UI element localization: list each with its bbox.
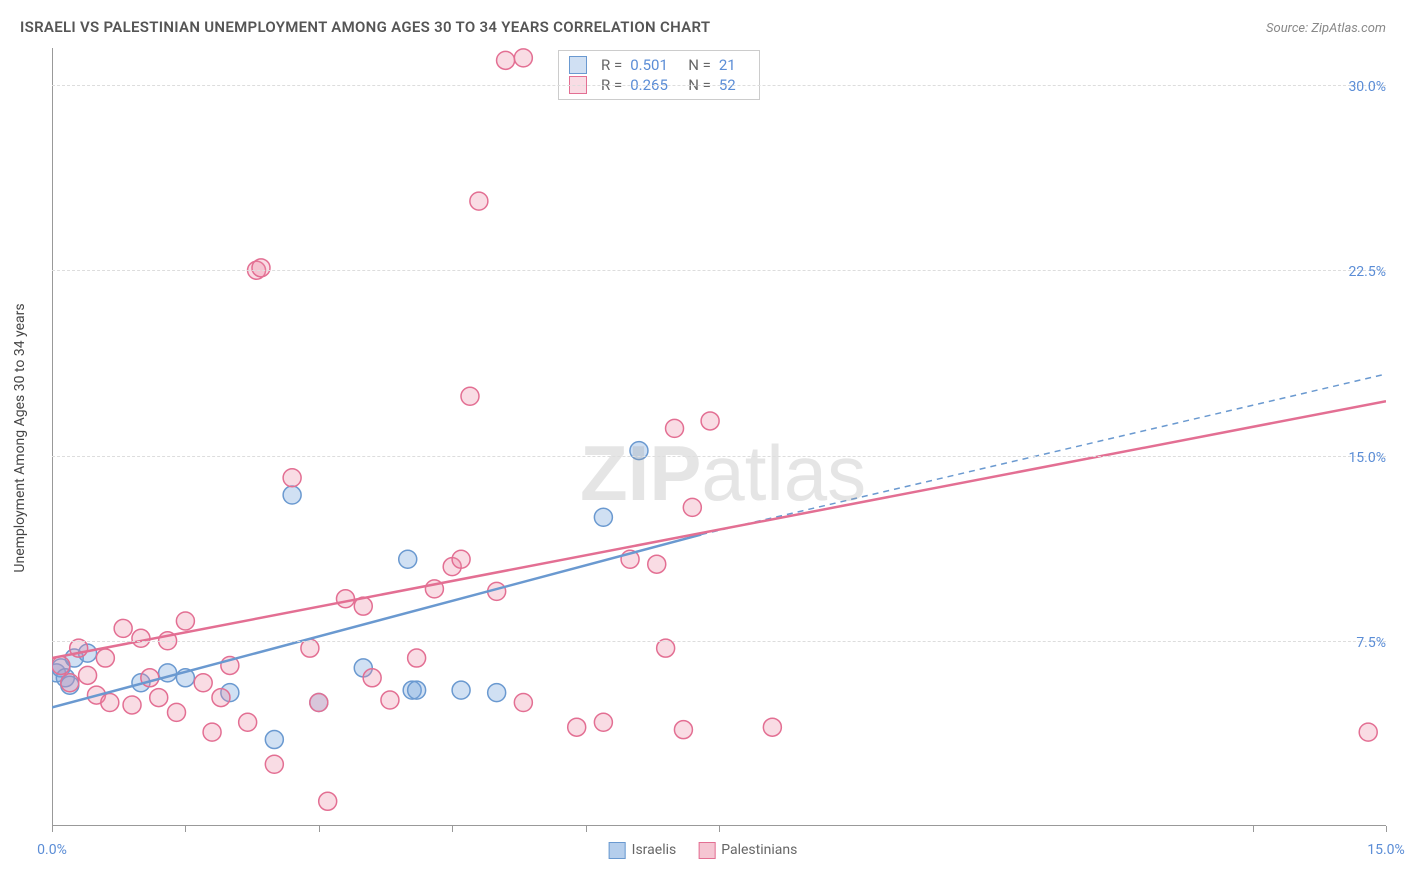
legend-n-label: N = <box>688 56 711 74</box>
y-tick-label: 22.5% <box>1348 264 1386 280</box>
y-tick-label: 30.0% <box>1348 79 1386 95</box>
y-tick-label: 15.0% <box>1348 450 1386 466</box>
data-point <box>194 674 212 692</box>
legend-label: Palestinians <box>721 842 797 858</box>
data-point <box>132 629 150 647</box>
legend-item: Israelis <box>609 842 677 859</box>
x-tick-label: 15.0% <box>1367 842 1405 858</box>
data-point <box>123 696 141 714</box>
legend-r-label: R = <box>601 56 622 74</box>
data-point <box>61 674 79 692</box>
data-point <box>301 639 319 657</box>
data-point <box>594 508 612 526</box>
data-point <box>657 639 675 657</box>
data-point <box>594 713 612 731</box>
data-point <box>470 192 488 210</box>
data-point <box>150 689 168 707</box>
data-point <box>283 486 301 504</box>
legend-n-value: 21 <box>719 56 749 74</box>
grid-line <box>52 456 1386 457</box>
trend-line <box>52 401 1386 658</box>
grid-line <box>52 641 1386 642</box>
data-point <box>461 387 479 405</box>
data-point <box>568 718 586 736</box>
data-point <box>514 694 532 712</box>
data-point <box>408 681 426 699</box>
data-point <box>168 703 186 721</box>
data-point <box>452 681 470 699</box>
data-point <box>666 419 684 437</box>
data-point <box>310 694 328 712</box>
legend-swatch <box>609 842 626 859</box>
data-point <box>176 612 194 630</box>
data-point <box>101 694 119 712</box>
data-point <box>265 731 283 749</box>
legend-item: Palestinians <box>698 842 797 859</box>
data-point <box>239 713 257 731</box>
y-tick-label: 7.5% <box>1356 635 1386 651</box>
data-point <box>283 469 301 487</box>
x-tick <box>1386 826 1387 832</box>
grid-line <box>52 85 1386 86</box>
scatter-plot <box>52 48 1386 826</box>
data-point <box>683 498 701 516</box>
chart-area: Unemployment Among Ages 30 to 34 years Z… <box>20 48 1386 873</box>
legend-swatch <box>698 842 715 859</box>
trend-line-extended <box>701 374 1386 535</box>
x-tick-label: 0.0% <box>37 842 67 858</box>
x-tick <box>319 826 320 832</box>
source-attribution: Source: ZipAtlas.com <box>1266 21 1386 36</box>
legend-label: Israelis <box>632 842 677 858</box>
data-point <box>497 51 515 69</box>
data-point <box>514 49 532 67</box>
x-tick <box>52 826 53 832</box>
data-point <box>408 649 426 667</box>
data-point <box>399 550 417 568</box>
stats-legend: R = 0.501N = 21R = 0.265N = 52 <box>558 50 760 100</box>
legend-r-value: 0.501 <box>630 56 680 74</box>
series-legend: Israelis Palestinians <box>609 842 798 859</box>
x-tick <box>1253 826 1254 832</box>
data-point <box>336 590 354 608</box>
data-point <box>319 792 337 810</box>
data-point <box>363 669 381 687</box>
x-tick <box>185 826 186 832</box>
data-point <box>701 412 719 430</box>
data-point <box>96 649 114 667</box>
data-point <box>79 666 97 684</box>
data-point <box>212 689 230 707</box>
chart-title: ISRAELI VS PALESTINIAN UNEMPLOYMENT AMON… <box>20 18 710 36</box>
data-point <box>114 619 132 637</box>
data-point <box>381 691 399 709</box>
data-point <box>648 555 666 573</box>
grid-line <box>52 270 1386 271</box>
data-point <box>252 259 270 277</box>
x-tick <box>452 826 453 832</box>
stats-legend-row: R = 0.501 N = 21 <box>569 55 749 75</box>
data-point <box>674 721 692 739</box>
data-point <box>452 550 470 568</box>
data-point <box>763 718 781 736</box>
data-point <box>630 442 648 460</box>
data-point <box>265 755 283 773</box>
data-point <box>1359 723 1377 741</box>
chart-header: ISRAELI VS PALESTINIAN UNEMPLOYMENT AMON… <box>20 18 1386 36</box>
data-point <box>52 656 70 674</box>
data-point <box>488 684 506 702</box>
x-tick <box>586 826 587 832</box>
x-tick <box>719 826 720 832</box>
legend-swatch <box>569 56 587 74</box>
data-point <box>203 723 221 741</box>
